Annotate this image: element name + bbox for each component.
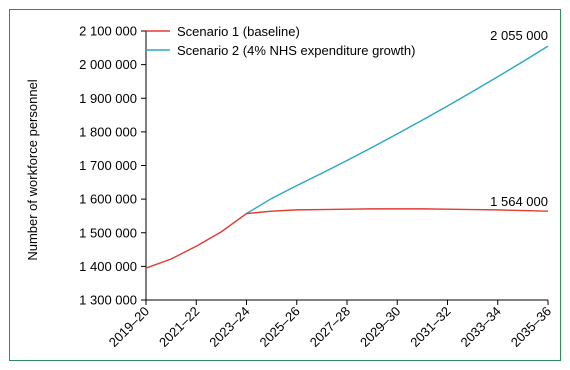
annotation-end-value-series-1: 1 564 000 — [490, 194, 548, 209]
y-tick-label: 1 500 000 — [79, 225, 137, 240]
annotation-end-value-series-2: 2 055 000 — [490, 28, 548, 43]
x-tick-label: 2031–32 — [407, 304, 453, 350]
legend-label-series-1: Scenario 1 (baseline) — [177, 24, 300, 39]
legend-label-series-2: Scenario 2 (4% NHS expenditure growth) — [177, 43, 415, 58]
y-tick-label: 2 100 000 — [79, 24, 137, 39]
x-tick-label: 2033–34 — [457, 304, 503, 350]
x-tick-label: 2025–26 — [256, 304, 302, 350]
y-tick-label: 1 400 000 — [79, 259, 137, 274]
y-ticks: 1 300 000 1 400 000 1 500 000 1 600 000 1 70… — [79, 24, 146, 308]
y-tick-label: 1 800 000 — [79, 124, 137, 139]
y-axis-title: Number of workforce personnel — [25, 79, 40, 260]
legend: Scenario 1 (baseline) Scenario 2 (4% NHS… — [146, 24, 415, 58]
y-tick-label: 1 900 000 — [79, 91, 137, 106]
y-tick-label: 1 300 000 — [79, 293, 137, 308]
y-tick-label: 1 700 000 — [79, 158, 137, 173]
x-tick-label: 2027–28 — [307, 304, 353, 350]
x-ticks: 2019–20 2021–22 2023–24 2025–26 2027–28 2029–… — [106, 300, 554, 350]
y-tick-label: 1 600 000 — [79, 192, 137, 207]
x-tick-label: 2023–24 — [206, 304, 252, 350]
x-tick-label: 2029–30 — [357, 304, 403, 350]
x-tick-label: 2035–36 — [508, 304, 554, 350]
series-line-2 — [246, 45, 549, 215]
x-tick-label: 2019–20 — [106, 304, 152, 350]
series-lines — [145, 45, 549, 269]
y-tick-label: 2 000 000 — [79, 57, 137, 72]
chart-frame — [9, 9, 561, 361]
x-tick-label: 2021–22 — [156, 304, 202, 350]
series-line-1 — [145, 208, 549, 269]
